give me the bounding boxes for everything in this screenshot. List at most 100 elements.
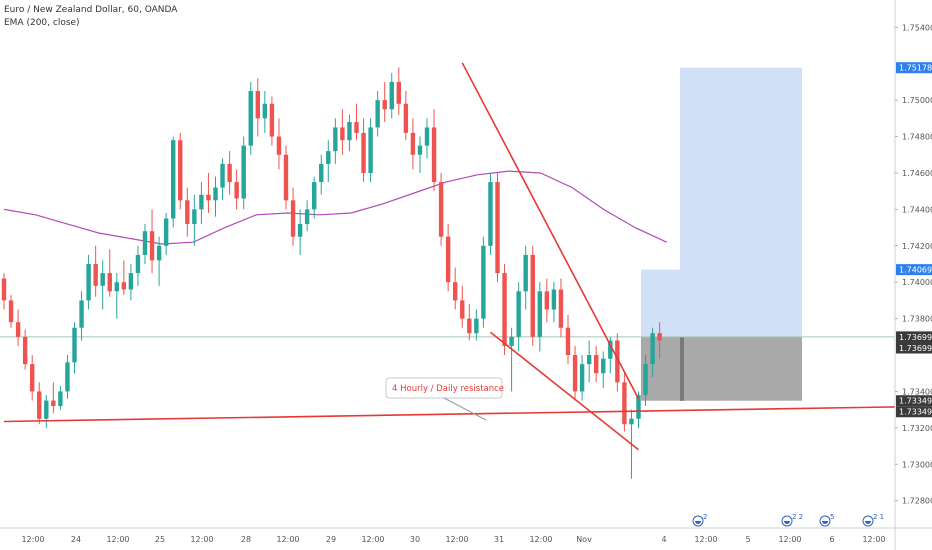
- price-tick-label: 1.74400: [902, 205, 932, 214]
- trendline-support[interactable]: [3, 406, 896, 423]
- candle-body: [199, 194, 204, 210]
- candle-body: [453, 282, 458, 301]
- price-tag-label: 1.73349: [899, 408, 932, 417]
- price-tag-label: 1.75178: [899, 64, 932, 73]
- candle-body: [248, 91, 253, 146]
- candle: [192, 194, 197, 246]
- candle-body: [622, 382, 627, 425]
- price-tag-label: 1.73699: [899, 344, 932, 353]
- stop-zone[interactable]: [680, 336, 802, 401]
- target-zone[interactable]: [680, 67, 802, 337]
- candle-body: [171, 140, 176, 219]
- candle-body: [312, 182, 317, 210]
- ema-200-line: [3, 170, 667, 245]
- price-tick-label: 1.73200: [902, 424, 932, 433]
- chart-legend: Euro / New Zealand Dollar, 60, OANDA EMA…: [4, 4, 177, 30]
- candle-body: [594, 355, 599, 374]
- candle: [537, 282, 542, 352]
- candle-body: [410, 132, 416, 155]
- time-tick-label: 12:00: [445, 535, 468, 544]
- candle-body: [650, 333, 655, 365]
- time-tick-label: 30: [410, 535, 420, 544]
- event-count: 2 2: [792, 513, 803, 521]
- candle: [368, 118, 373, 183]
- candle-body: [8, 300, 14, 323]
- candle: [333, 118, 338, 164]
- candle-body: [326, 151, 331, 164]
- candle-body: [37, 391, 42, 419]
- time-tick-label: 12:00: [862, 535, 885, 544]
- price-tick-label: 1.73400: [902, 387, 932, 396]
- candle-body: [297, 223, 303, 237]
- candle-body: [262, 103, 268, 119]
- economic-event-icon[interactable]: 2: [692, 513, 707, 527]
- candle-body: [523, 254, 528, 292]
- candle-body: [636, 395, 641, 419]
- candle: [382, 81, 387, 122]
- candle: [622, 373, 627, 432]
- trendline-upper[interactable]: [461, 62, 640, 400]
- price-tick-label: 1.73000: [902, 460, 932, 469]
- position-tool[interactable]: [0, 67, 895, 401]
- time-axis[interactable]: 12:00 24 12:00 25 12:00 28 12:00 29 12:00 30 12:00…: [0, 527, 932, 544]
- candle: [297, 209, 303, 255]
- candle-body: [65, 362, 70, 392]
- candle-body: [361, 132, 366, 173]
- candle: [128, 264, 134, 301]
- price-tick-label: 1.75000: [902, 96, 932, 105]
- candle-body: [629, 418, 634, 425]
- candle: [262, 91, 268, 133]
- candle: [467, 304, 472, 341]
- candle-body: [558, 289, 564, 328]
- candle-body: [269, 103, 275, 137]
- economic-event-icon[interactable]: 2 1: [862, 513, 884, 527]
- symbol-title[interactable]: Euro / New Zealand Dollar, 60, OANDA: [4, 5, 178, 15]
- candle-body: [333, 127, 338, 152]
- candle-body: [488, 182, 493, 246]
- event-markers[interactable]: 2 2 2 5 2 1: [692, 513, 884, 527]
- candle-body: [185, 200, 190, 224]
- candle-body: [431, 127, 437, 183]
- stop-zone-inner[interactable]: [641, 336, 686, 401]
- candle-body: [58, 391, 63, 407]
- candle-body: [643, 364, 648, 396]
- event-flag-icon: [784, 521, 790, 524]
- candle-body: [551, 289, 557, 310]
- indicator-label[interactable]: EMA (200, close): [4, 18, 80, 28]
- time-tick-label: 29: [326, 535, 336, 544]
- candle: [114, 273, 119, 319]
- candle: [565, 314, 571, 365]
- price-tag: 1.73349: [896, 406, 932, 418]
- candle-body: [347, 121, 352, 141]
- price-tick-label: 1.72800: [902, 497, 932, 506]
- event-count: 2: [703, 513, 707, 521]
- price-tag-bg: [896, 331, 932, 343]
- candle-body: [15, 322, 21, 337]
- candle-body: [460, 300, 465, 319]
- time-tick-label: 12:00: [778, 535, 801, 544]
- trendlines[interactable]: [3, 62, 896, 451]
- time-tick-label: 4: [661, 535, 666, 544]
- time-tick-label: 6: [829, 535, 834, 544]
- candle: [572, 345, 578, 401]
- candle-body: [601, 358, 606, 374]
- price-tag: 1.75178: [896, 62, 932, 74]
- candle: [354, 103, 359, 141]
- target-zone-inner[interactable]: [641, 269, 686, 337]
- economic-event-icon[interactable]: 5: [819, 513, 834, 527]
- candle: [516, 282, 521, 352]
- price-axis[interactable]: 1.75400 1.75000 1.74800 1.74600 1.74400 1.742…: [894, 0, 932, 550]
- annotation-callout[interactable]: 4 Hourly / Daily resistance: [385, 377, 504, 421]
- candle: [523, 245, 528, 310]
- candle-body: [579, 364, 585, 392]
- trendline-lower[interactable]: [489, 331, 639, 451]
- price-tag-bg: [896, 342, 932, 354]
- time-tick-label: 5: [745, 535, 750, 544]
- price-tick-label: 1.73800: [902, 315, 932, 324]
- candle: [481, 236, 486, 328]
- candle-body: [276, 136, 282, 155]
- candle: [396, 67, 401, 115]
- price-tags: 1.751781.740691.737001.736991.736991.733…: [896, 62, 932, 418]
- economic-event-icon[interactable]: 2 2: [781, 513, 803, 527]
